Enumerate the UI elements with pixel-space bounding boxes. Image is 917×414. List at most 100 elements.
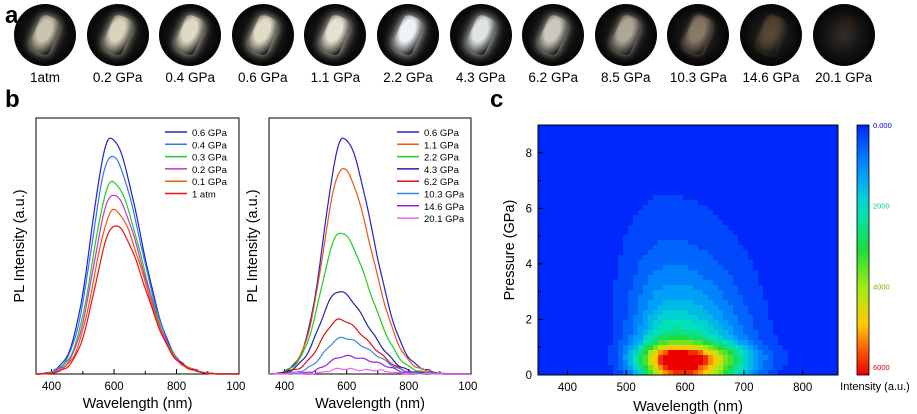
heatmap-cell: [538, 155, 544, 161]
heatmap-cell: [573, 160, 579, 166]
heatmap-cell: [783, 330, 789, 336]
heatmap-cell: [818, 140, 824, 146]
heatmap-cell: [543, 210, 549, 216]
heatmap-cell: [613, 260, 619, 266]
heatmap-cell: [778, 345, 784, 351]
heatmap-cell: [748, 145, 754, 151]
heatmap-cell: [828, 265, 834, 271]
heatmap-cell: [683, 130, 689, 136]
heatmap-cell: [658, 140, 664, 146]
heatmap-cell: [608, 245, 614, 251]
legend-entry: 10.3 GPa: [424, 190, 465, 201]
crystal-glow: [99, 13, 136, 57]
heatmap-cell: [808, 135, 814, 141]
heatmap-cell: [728, 280, 734, 286]
heatmap-cell: [828, 245, 834, 251]
heatmap-cell: [543, 240, 549, 246]
heatmap-cell: [578, 195, 584, 201]
heatmap-cell: [828, 190, 834, 196]
heatmap-cells: [538, 125, 839, 376]
heatmap-cell: [563, 245, 569, 251]
heatmap-cell: [563, 275, 569, 281]
heatmap-cell: [833, 260, 839, 266]
heatmap-cell: [753, 315, 759, 321]
heatmap-cell: [783, 370, 789, 376]
heatmap-cell: [613, 160, 619, 166]
heatmap-cell: [828, 340, 834, 346]
heatmap-cell: [543, 175, 549, 181]
heatmap-cell: [783, 325, 789, 331]
heatmap-cell: [553, 280, 559, 286]
heatmap-cell: [708, 355, 714, 361]
heatmap-cell: [613, 225, 619, 231]
heatmap-cell: [733, 330, 739, 336]
heatmap-cell: [633, 180, 639, 186]
heatmap-cell: [658, 340, 664, 346]
heatmap-cell: [733, 245, 739, 251]
heatmap-cell: [713, 305, 719, 311]
heatmap-cell: [638, 325, 644, 331]
heatmap-cell: [588, 370, 594, 376]
heatmap-cell: [708, 275, 714, 281]
heatmap-cell: [643, 275, 649, 281]
heatmap-cell: [668, 360, 674, 366]
heatmap-cell: [688, 280, 694, 286]
heatmap-cell: [793, 280, 799, 286]
heatmap-cell: [673, 290, 679, 296]
heatmap-cell: [633, 320, 639, 326]
heatmap-cell: [603, 260, 609, 266]
colorbar-tick-label: 6000: [873, 363, 890, 372]
heatmap-cell: [803, 215, 809, 221]
heatmap-cell: [763, 140, 769, 146]
heatmap-cell: [783, 340, 789, 346]
heatmap-cell: [603, 235, 609, 241]
heatmap-cell: [663, 225, 669, 231]
crystal-photo: [377, 4, 439, 66]
heatmap-cell: [608, 300, 614, 306]
heatmap-cell: [598, 280, 604, 286]
heatmap-cell: [828, 145, 834, 151]
heatmap-cell: [753, 155, 759, 161]
heatmap-cell: [763, 305, 769, 311]
heatmap-cell: [723, 230, 729, 236]
heatmap-cell: [823, 155, 829, 161]
heatmap-cell: [823, 235, 829, 241]
heatmap-cell: [608, 345, 614, 351]
heatmap-cell: [803, 150, 809, 156]
heatmap-cell: [803, 165, 809, 171]
heatmap-cell: [623, 270, 629, 276]
heatmap-cell: [793, 260, 799, 266]
heatmap-cell: [673, 205, 679, 211]
heatmap-cell: [713, 275, 719, 281]
heatmap-cell: [628, 265, 634, 271]
heatmap-cell: [548, 270, 554, 276]
heatmap-cell: [758, 225, 764, 231]
heatmap-cell: [768, 260, 774, 266]
heatmap-cell: [618, 240, 624, 246]
heatmap-cell: [788, 255, 794, 261]
heatmap-cell: [718, 345, 724, 351]
heatmap-cell: [758, 320, 764, 326]
heatmap-cell: [703, 140, 709, 146]
heatmap-cell: [783, 235, 789, 241]
heatmap-cell: [793, 235, 799, 241]
heatmap-cell: [688, 230, 694, 236]
heatmap-cell: [778, 215, 784, 221]
heatmap-cell: [813, 205, 819, 211]
heatmap-cell: [668, 170, 674, 176]
heatmap-cell: [568, 150, 574, 156]
heatmap-cell: [753, 260, 759, 266]
heatmap-cell: [658, 315, 664, 321]
heatmap-cell: [813, 260, 819, 266]
crystal-glow: [390, 13, 426, 57]
heatmap-cell: [548, 210, 554, 216]
heatmap-cell: [598, 365, 604, 371]
x-tick-label: 500: [617, 382, 636, 394]
heatmap-cell: [798, 290, 804, 296]
heatmap-cell: [813, 300, 819, 306]
heatmap-cell: [803, 210, 809, 216]
heatmap-cell: [558, 160, 564, 166]
heatmap-cell: [538, 305, 544, 311]
heatmap-cell: [753, 225, 759, 231]
heatmap-cell: [708, 330, 714, 336]
